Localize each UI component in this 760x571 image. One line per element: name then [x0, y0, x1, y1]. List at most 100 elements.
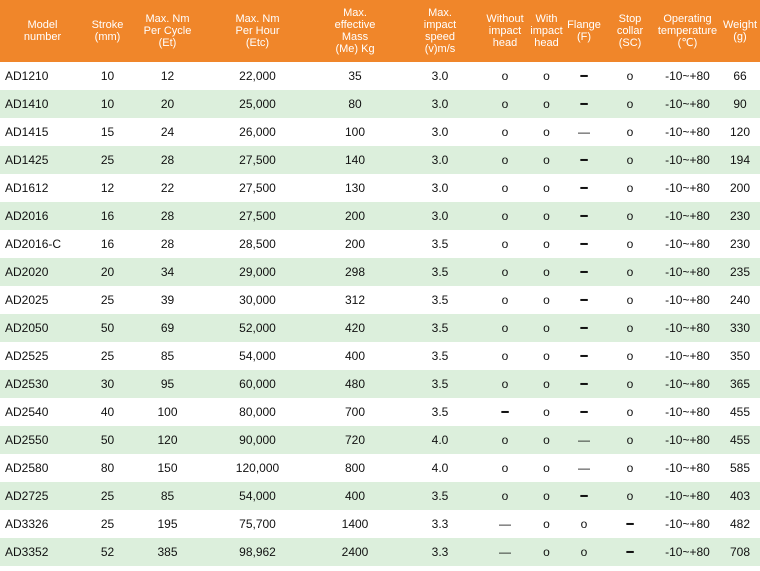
- table-cell: 400: [344, 349, 366, 363]
- table-body: AD1210 10 12 22,000 35 3.0 o o ━ o -10~+80 66 AD1410…: [0, 62, 760, 566]
- header-cell: Operating temperature (℃): [655, 0, 720, 62]
- table-cell: o: [626, 69, 634, 83]
- table-cell: 3.0: [431, 125, 449, 139]
- header-line: (℃): [677, 37, 698, 49]
- table-cell: 3.0: [431, 69, 449, 83]
- table-cell: o: [480, 426, 530, 454]
- table-cell: -10~+80: [665, 517, 710, 531]
- table-cell: o: [480, 370, 530, 398]
- table-cell: 4.0: [431, 461, 449, 475]
- table-cell: AD1410: [0, 90, 85, 118]
- table-cell: 16: [85, 202, 130, 230]
- table-cell: 40: [100, 405, 115, 419]
- table-row: AD2016-C 16 28 28,500 200 3.5 o o ━ o -10~+80 230: [0, 230, 760, 258]
- table-cell: AD2050: [0, 314, 85, 342]
- table-cell: AD2550: [0, 426, 85, 454]
- table-cell: ━: [501, 405, 509, 419]
- table-cell: 3.5: [431, 405, 449, 419]
- table-cell: 3.3: [431, 517, 449, 531]
- table-cell: ━: [580, 69, 588, 83]
- table-cell: AD1415: [5, 125, 49, 139]
- table-cell: 235: [720, 258, 760, 286]
- table-cell: 230: [720, 202, 760, 230]
- table-cell: 80: [310, 90, 400, 118]
- table-row: AD1210 10 12 22,000 35 3.0 o o ━ o -10~+80 66: [0, 62, 760, 90]
- table-cell: 80: [100, 461, 115, 475]
- table-cell: 27,500: [205, 202, 310, 230]
- table-cell: AD1425: [0, 146, 85, 174]
- table-cell: 3.0: [400, 202, 480, 230]
- table-cell: AD2016: [0, 202, 85, 230]
- table-cell: o: [530, 370, 563, 398]
- table-cell: o: [563, 538, 605, 566]
- header-cell: Stop collar (SC): [605, 0, 655, 62]
- table-cell: ━: [563, 90, 605, 118]
- table-cell: 50: [85, 314, 130, 342]
- table-cell: —: [578, 125, 590, 139]
- header-line: Per Hour: [235, 25, 280, 37]
- table-cell: 15: [100, 125, 115, 139]
- header-line: (g): [733, 31, 747, 43]
- table-cell: 66: [733, 69, 747, 83]
- table-cell: 30,000: [239, 293, 276, 307]
- header-cell: Max. Nm Per Hour (Etc): [205, 0, 310, 62]
- table-cell: ━: [605, 538, 655, 566]
- header-line: Mass: [341, 31, 369, 43]
- table-cell: 200: [310, 202, 400, 230]
- header-line: (SC): [618, 37, 642, 49]
- table-cell: o: [605, 90, 655, 118]
- table-cell: 28: [130, 202, 205, 230]
- table-cell: o: [605, 370, 655, 398]
- header-row: Model number Stroke (mm) Max. Nm Per Cycle (Et…: [0, 0, 760, 62]
- header-line: Model: [27, 19, 58, 31]
- table-cell: o: [605, 202, 655, 230]
- table-cell: AD2540: [5, 405, 49, 419]
- table-cell: ━: [563, 370, 605, 398]
- table-cell: o: [626, 181, 634, 195]
- table-cell: o: [543, 125, 550, 139]
- table-cell: o: [626, 237, 634, 251]
- table-cell: o: [501, 293, 509, 307]
- table-cell: 800: [344, 461, 366, 475]
- table-cell: 100: [157, 405, 178, 419]
- table-cell: o: [530, 426, 563, 454]
- table-cell: ━: [580, 293, 588, 307]
- table-cell: o: [530, 482, 563, 510]
- header-cell: Stroke (mm): [85, 0, 130, 62]
- table-cell: o: [501, 181, 509, 195]
- header-line: head: [492, 37, 518, 49]
- table-cell: 100: [344, 125, 366, 139]
- table-cell: o: [530, 202, 563, 230]
- table-cell: 2400: [310, 538, 400, 566]
- table-cell: 708: [720, 538, 760, 566]
- table-cell: —: [499, 517, 511, 531]
- table-cell: 25: [100, 349, 115, 363]
- table-cell: o: [480, 482, 530, 510]
- table-cell: -10~+80: [655, 90, 720, 118]
- header-line: (mm): [94, 31, 121, 43]
- header-line: Per Cycle: [143, 25, 192, 37]
- table-cell: AD2580: [5, 461, 49, 475]
- table-cell: 75,700: [239, 517, 276, 531]
- table-cell: AD3352: [0, 538, 85, 566]
- table-row: AD2025 25 39 30,000 312 3.5 o o ━ o -10~+80 240: [0, 286, 760, 314]
- table-cell: o: [543, 181, 550, 195]
- table-cell: 54,000: [239, 349, 276, 363]
- table-cell: o: [605, 482, 655, 510]
- table-cell: -10~+80: [665, 293, 710, 307]
- table-row: AD1612 12 22 27,500 130 3.0 o o ━ o -10~+80 200: [0, 174, 760, 202]
- table-cell: 585: [729, 461, 751, 475]
- table-cell: o: [530, 258, 563, 286]
- table-cell: AD3326: [5, 517, 49, 531]
- table-cell: —: [578, 461, 590, 475]
- table-cell: AD2530: [0, 370, 85, 398]
- table-cell: 700: [344, 405, 366, 419]
- table-cell: 22,000: [239, 69, 276, 83]
- table-cell: -10~+80: [655, 370, 720, 398]
- table-cell: AD2016-C: [5, 237, 62, 251]
- table-cell: 3.5: [431, 293, 449, 307]
- header-cell: With impact head: [530, 0, 563, 62]
- table-cell: 3.5: [400, 370, 480, 398]
- header-line: impact: [423, 19, 457, 31]
